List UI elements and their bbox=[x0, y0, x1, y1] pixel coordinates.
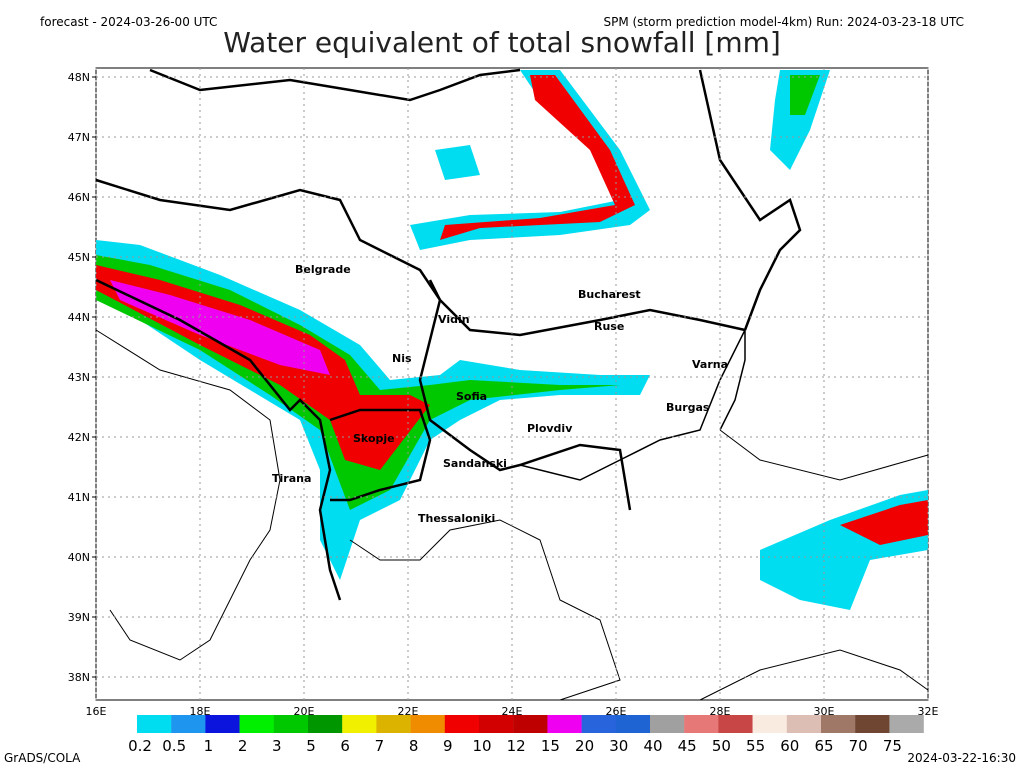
city-label: Belgrade bbox=[295, 263, 351, 276]
city-label: Bucharest bbox=[578, 288, 641, 301]
city-label: Sofia bbox=[456, 390, 487, 403]
colorbar-label: 6 bbox=[340, 737, 350, 755]
city-label: Ruse bbox=[594, 320, 624, 333]
colorbar-swatch bbox=[513, 715, 548, 733]
colorbar-swatch bbox=[615, 715, 651, 733]
lon-tick-label: 22E bbox=[398, 705, 419, 718]
colorbar-swatch bbox=[342, 715, 377, 733]
city-label: Burgas bbox=[666, 401, 710, 414]
colorbar-label: 15 bbox=[541, 737, 560, 755]
lon-tick-label: 24E bbox=[502, 705, 523, 718]
graticule bbox=[95, 68, 929, 700]
lon-tick-label: 16E bbox=[86, 705, 107, 718]
colorbar-label: 0.5 bbox=[162, 737, 186, 755]
colorbar-label: 75 bbox=[883, 737, 902, 755]
colorbar-swatch bbox=[581, 715, 616, 733]
colorbar-label: 50 bbox=[712, 737, 731, 755]
city-label: Vidin bbox=[438, 313, 470, 326]
colorbar-label: 0.2 bbox=[128, 737, 152, 755]
colorbar-label: 1 bbox=[204, 737, 214, 755]
city-label: Nis bbox=[392, 352, 412, 365]
lat-tick-label: 45N bbox=[68, 251, 90, 264]
colorbar-label: 70 bbox=[849, 737, 868, 755]
colorbar-label: 30 bbox=[609, 737, 628, 755]
lon-tick-label: 28E bbox=[710, 705, 731, 718]
colorbar-swatch bbox=[752, 715, 787, 733]
colorbar-label: 55 bbox=[746, 737, 765, 755]
colorbar-label: 40 bbox=[643, 737, 662, 755]
borders bbox=[95, 68, 929, 701]
colorbar-label: 8 bbox=[409, 737, 419, 755]
colorbar: 0.2 0.5 1 2 3 5 6 7 8 9 10 12 15 20 30 40 45 50 55 60 65 70 75 bbox=[128, 715, 924, 755]
lat-tick-label: 44N bbox=[68, 311, 90, 324]
lon-tick-label: 18E bbox=[190, 705, 211, 718]
colorbar-label: 5 bbox=[306, 737, 316, 755]
colorbar-swatch bbox=[547, 715, 582, 733]
colorbar-swatch bbox=[171, 715, 206, 733]
model-run: SPM (storm prediction model-4km) Run: 20… bbox=[603, 15, 964, 29]
colorbar-swatch bbox=[376, 715, 411, 733]
lat-tick-label: 43N bbox=[68, 371, 90, 384]
colorbar-swatch bbox=[410, 715, 445, 733]
city-label: Tirana bbox=[272, 472, 311, 485]
map-area: 48N 47N 46N 45N 44N 43N 42N 41N 40N 39N 38N 16E 18E 2… bbox=[68, 67, 939, 718]
city-label: Skopje bbox=[353, 432, 395, 445]
colorbar-swatch bbox=[684, 715, 719, 733]
colorbar-swatch bbox=[855, 715, 890, 733]
city-label: Plovdiv bbox=[527, 422, 573, 435]
lon-tick-label: 30E bbox=[814, 705, 835, 718]
map-title: Water equivalent of total snowfall [mm] bbox=[223, 26, 781, 59]
colorbar-swatch bbox=[889, 715, 924, 733]
colorbar-swatch bbox=[821, 715, 856, 733]
colorbar-label: 2 bbox=[238, 737, 248, 755]
lat-tick-label: 48N bbox=[68, 71, 90, 84]
city-label: Varna bbox=[692, 358, 728, 371]
colorbar-label: 12 bbox=[507, 737, 526, 755]
colorbar-label: 60 bbox=[780, 737, 799, 755]
colorbar-swatch bbox=[786, 715, 822, 733]
lon-tick-label: 32E bbox=[918, 705, 939, 718]
colorbar-swatch bbox=[650, 715, 685, 733]
colorbar-label: 20 bbox=[575, 737, 594, 755]
colorbar-swatch bbox=[273, 715, 309, 733]
lat-tick-label: 41N bbox=[68, 491, 90, 504]
footer-right: 2024-03-22-16:30 bbox=[907, 751, 1016, 765]
forecast-time: forecast - 2024-03-26-00 UTC bbox=[40, 15, 217, 29]
colorbar-swatch bbox=[205, 715, 240, 733]
lon-tick-label: 20E bbox=[294, 705, 315, 718]
footer-left: GrADS/COLA bbox=[4, 751, 81, 765]
lat-tick-label: 42N bbox=[68, 431, 90, 444]
colorbar-swatch bbox=[239, 715, 274, 733]
colorbar-label: 3 bbox=[272, 737, 282, 755]
lat-tick-label: 39N bbox=[68, 611, 90, 624]
colorbar-swatch bbox=[308, 715, 343, 733]
lat-tick-label: 40N bbox=[68, 551, 90, 564]
lon-tick-label: 26E bbox=[606, 705, 627, 718]
lat-tick-label: 47N bbox=[68, 131, 90, 144]
colorbar-swatch bbox=[444, 715, 480, 733]
colorbar-swatch bbox=[479, 715, 514, 733]
colorbar-label: 65 bbox=[814, 737, 833, 755]
city-label: Thessaloniki bbox=[418, 512, 495, 525]
lat-tick-label: 38N bbox=[68, 671, 90, 684]
lat-tick-label: 46N bbox=[68, 191, 90, 204]
colorbar-swatch bbox=[137, 715, 172, 733]
colorbar-label: 7 bbox=[375, 737, 385, 755]
colorbar-label: 10 bbox=[472, 737, 491, 755]
colorbar-swatch bbox=[718, 715, 753, 733]
colorbar-label: 9 bbox=[443, 737, 453, 755]
city-label: Sandanski bbox=[443, 457, 507, 470]
colorbar-label: 45 bbox=[678, 737, 697, 755]
